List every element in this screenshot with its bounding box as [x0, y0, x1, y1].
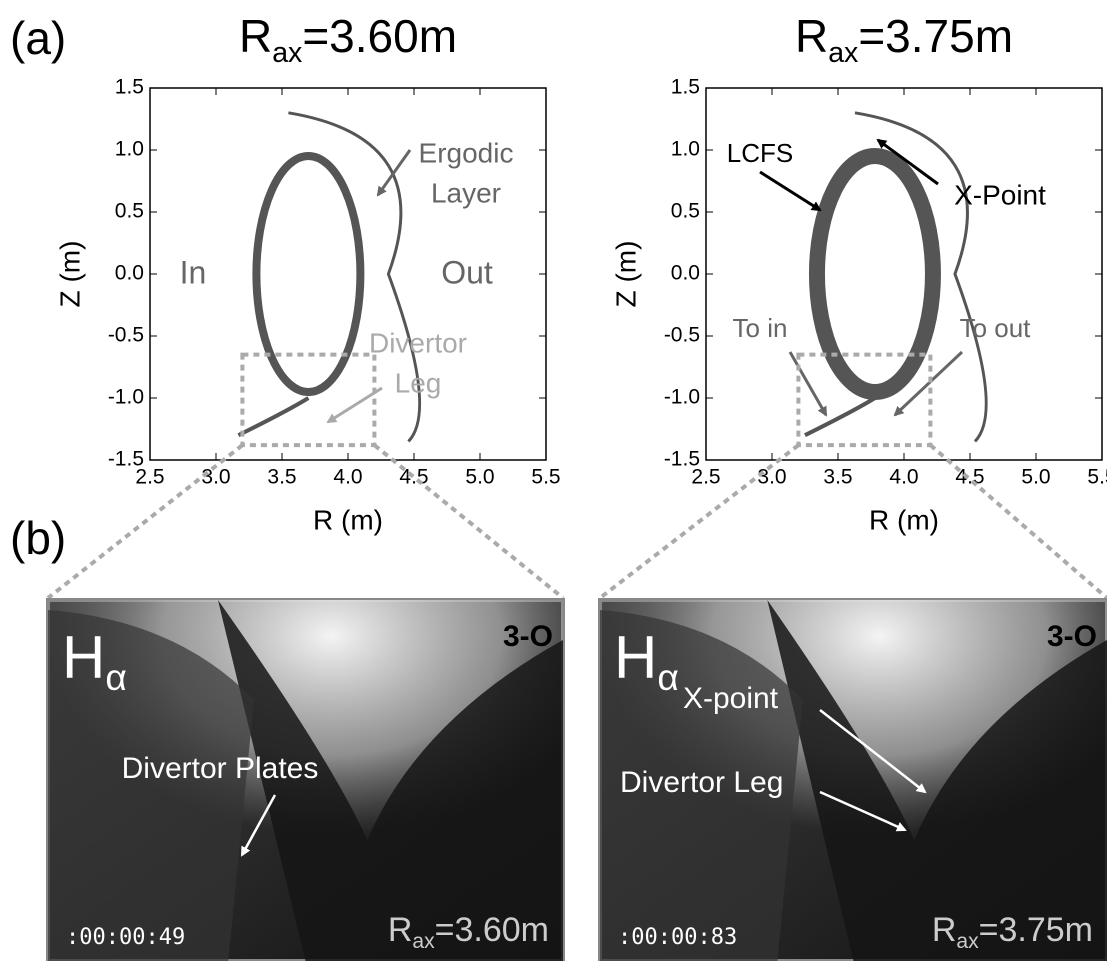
field-line-arc: [238, 398, 308, 435]
annotation: Out: [441, 254, 493, 290]
y-tick-label: 1.0: [671, 138, 700, 161]
image-annotation: Divertor Plates: [122, 752, 319, 785]
value: =3.75m: [979, 911, 1093, 949]
x-tick-label: 5.0: [1021, 466, 1050, 489]
value: =3.60m: [435, 911, 549, 949]
panel-label: (a): [10, 12, 66, 64]
x-tick-label: 5.0: [465, 466, 494, 489]
x-tick-label: 2.5: [691, 466, 720, 489]
image-caption: Rax=3.60m: [388, 911, 549, 953]
subscript: ax: [272, 36, 302, 68]
y-tick-label: 0.0: [115, 262, 144, 285]
plot-title: Rax=3.60m: [239, 10, 457, 68]
x-axis-label: R (m): [313, 504, 383, 535]
y-tick-label: -1.0: [108, 386, 144, 409]
panel-label: (b): [10, 512, 66, 564]
y-tick-label: 0.5: [115, 200, 144, 223]
page: (a) (b) Rax=3.60m1.51.00.50.0-0.5-1.0-1.…: [0, 0, 1107, 961]
plot-title: Rax=3.75m: [795, 10, 1013, 68]
symbol: R: [239, 10, 272, 62]
x-tick-label: 3.5: [267, 466, 296, 489]
annotation: To out: [960, 313, 1032, 343]
x-tick-label: 3.0: [201, 466, 230, 489]
symbol: R: [388, 911, 413, 949]
symbol: H: [614, 624, 657, 691]
x-tick-label: 5.5: [531, 466, 560, 489]
subscript: ax: [956, 930, 979, 953]
x-tick-label: 2.5: [135, 466, 164, 489]
annotation: Divertor: [369, 327, 467, 358]
annotation: To in: [733, 313, 788, 343]
image-caption: Rax=3.75m: [932, 911, 1093, 953]
y-tick-label: -0.5: [664, 324, 700, 347]
arrow: [790, 352, 826, 415]
symbol: R: [795, 10, 828, 62]
y-tick-label: -1.0: [664, 386, 700, 409]
camera-id: 3-O: [1047, 620, 1097, 653]
symbol: R: [932, 911, 957, 949]
value: =3.60m: [302, 10, 457, 62]
symbol: H: [62, 624, 105, 691]
y-tick-label: 0.5: [671, 200, 700, 223]
annotation: X-Point: [954, 179, 1046, 210]
timestamp: :00:00:49: [66, 925, 185, 950]
zoom-connector: [930, 445, 1107, 598]
annotation: Layer: [431, 177, 501, 208]
y-axis-label: Z (m): [610, 241, 641, 308]
figure: (a) (b) Rax=3.60m1.51.00.50.0-0.5-1.0-1.…: [0, 0, 1107, 961]
image-annotation: X-point: [683, 682, 779, 715]
arrow: [760, 172, 820, 210]
subscript: α: [657, 656, 679, 698]
x-tick-label: 3.5: [823, 466, 852, 489]
x-axis-label: R (m): [869, 504, 939, 535]
y-axis-label: Z (m): [54, 241, 85, 308]
y-tick-label: -0.5: [108, 324, 144, 347]
annotation: Ergodic: [419, 137, 514, 168]
image-annotation: Divertor Leg: [620, 766, 783, 799]
annotation: Leg: [395, 367, 442, 398]
y-tick-label: 1.5: [671, 76, 700, 99]
x-tick-label: 3.0: [757, 466, 786, 489]
timestamp: :00:00:83: [618, 925, 737, 950]
field-line-arc: [805, 398, 875, 435]
subscript: α: [105, 656, 127, 698]
subscript: ax: [828, 36, 858, 68]
x-tick-label: 4.0: [333, 466, 362, 489]
x-tick-label: 5.5: [1087, 466, 1107, 489]
camera-id: 3-O: [503, 620, 553, 653]
y-tick-label: 1.0: [115, 138, 144, 161]
y-tick-label: 1.5: [115, 76, 144, 99]
value: =3.75m: [858, 10, 1013, 62]
subscript: ax: [412, 930, 435, 953]
annotation: LCFS: [727, 138, 793, 168]
y-tick-label: 0.0: [671, 262, 700, 285]
x-tick-label: 4.0: [889, 466, 918, 489]
annotation: In: [180, 254, 207, 290]
